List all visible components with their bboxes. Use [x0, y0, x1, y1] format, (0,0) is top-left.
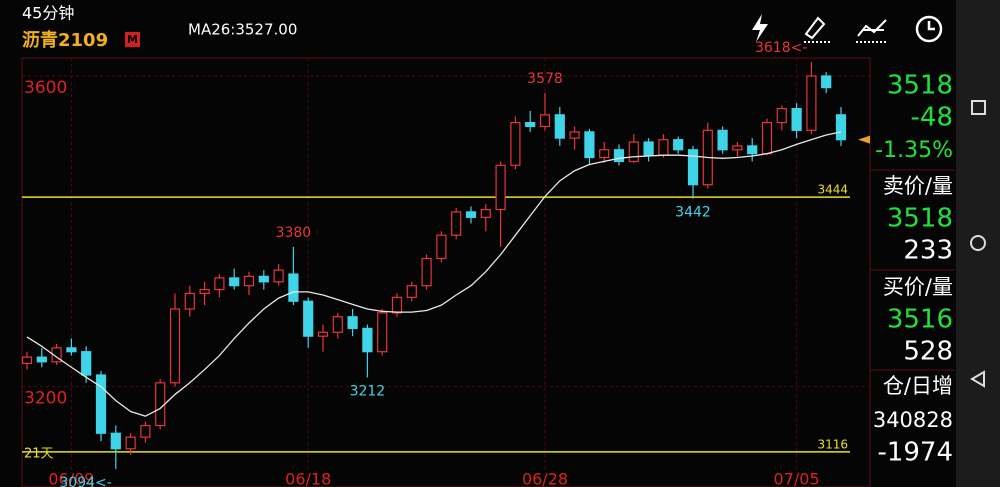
candle-body [806, 75, 817, 131]
extreme-label: 3442 [675, 205, 711, 221]
price: 3518 [887, 71, 953, 101]
change: -48 [911, 103, 953, 133]
last-price-marker [858, 135, 870, 144]
extreme-label: 3618<- [755, 40, 807, 56]
candle-body [747, 145, 758, 155]
candle-body [658, 139, 669, 156]
candle-body [569, 131, 580, 139]
candle-body [288, 273, 299, 302]
candle-body [362, 327, 373, 353]
candle-body [717, 129, 728, 151]
candle-body [835, 114, 847, 141]
badge: M [127, 33, 138, 46]
candle-body [821, 75, 832, 89]
candle-body [332, 316, 343, 333]
change-pct: -1.35% [875, 138, 953, 163]
candle-body [243, 275, 255, 287]
y-tick-label: 3200 [24, 389, 67, 409]
candle-body [169, 308, 181, 384]
badge-bg [125, 32, 140, 47]
candle-body [465, 211, 477, 218]
bid: 3516 [887, 305, 953, 335]
ask-volume: 233 [903, 236, 953, 266]
x-tick-label: 06/09 [48, 470, 94, 487]
extreme-label: 3578 [527, 71, 563, 87]
candle-body [791, 108, 802, 131]
candle-body [229, 277, 240, 287]
oi-change: -1974 [877, 438, 953, 468]
candle-body [155, 382, 166, 427]
candle-body [525, 121, 536, 128]
candle-body [258, 275, 269, 283]
ask: 3518 [887, 204, 953, 234]
candle-body [732, 145, 743, 151]
candle-body [613, 149, 625, 163]
y-tick-label: 3600 [24, 78, 67, 98]
candle-body [584, 131, 595, 159]
candle-body [539, 114, 551, 128]
period: 45分钟 [22, 4, 74, 23]
candle-body [303, 300, 314, 337]
candle-body [673, 139, 684, 151]
candle-body [199, 288, 210, 295]
candle-body [510, 121, 521, 166]
candle-body [81, 351, 92, 376]
candle-body [95, 374, 107, 434]
candle-body [125, 436, 136, 450]
ask-label: 卖价/量 [883, 174, 953, 198]
candle-body [110, 432, 121, 450]
lines-icon[interactable] [856, 19, 888, 43]
open-interest: 340828 [873, 408, 953, 432]
quote-panel: 3518 -48 -1.35% 卖价/量 3518 233 买价/量 3516 … [870, 71, 955, 468]
level-label: 3116 [817, 437, 848, 451]
candle-body [628, 141, 639, 163]
candle-body [214, 277, 225, 291]
candle-body [436, 234, 447, 260]
symbol[interactable]: 沥青2109 [22, 30, 108, 51]
candle-body [495, 164, 506, 211]
extreme-label: 3380 [276, 225, 312, 241]
x-tick-label: 06/18 [285, 470, 331, 487]
bid-volume: 528 [903, 337, 953, 367]
candle-body [391, 296, 403, 314]
home-button[interactable] [970, 235, 986, 251]
candle-body [377, 312, 388, 353]
candle-body [643, 141, 654, 156]
extreme-label: 3212 [350, 383, 386, 399]
candle-body [36, 356, 47, 363]
back-button[interactable] [970, 370, 985, 388]
ma-line [26, 131, 842, 417]
candle-body [347, 316, 358, 330]
x-tick-label: 06/28 [522, 470, 568, 487]
candle-body [687, 149, 699, 186]
nav-bar [956, 0, 1000, 487]
recents-button[interactable] [971, 100, 986, 115]
candle-body [273, 269, 284, 283]
candle-body [317, 331, 329, 337]
clock-icon[interactable] [915, 15, 943, 43]
candle-body [599, 149, 610, 159]
candle-body [451, 211, 462, 236]
candle-body [66, 347, 77, 353]
candle-body [776, 108, 787, 124]
ma-label: MA26:3527.00 [188, 21, 297, 39]
level-tag: 21天 [24, 446, 54, 461]
candle-body [21, 356, 33, 364]
candle-body [554, 114, 565, 139]
x-tick-label: 07/05 [774, 470, 820, 487]
level-label: 3444 [817, 183, 848, 197]
candle-body [421, 257, 432, 287]
oi-label: 仓/日增 [883, 374, 953, 398]
candle-body [140, 424, 151, 438]
lightning-icon[interactable] [752, 14, 768, 42]
candle-body [761, 121, 773, 155]
bid-label: 买价/量 [883, 275, 953, 299]
candle-body [406, 285, 417, 298]
candle-body [51, 347, 62, 363]
candle-body [184, 292, 195, 310]
candle-body [480, 208, 491, 218]
extreme-label: 3094<- [59, 475, 111, 487]
draw-icon[interactable] [804, 16, 830, 43]
